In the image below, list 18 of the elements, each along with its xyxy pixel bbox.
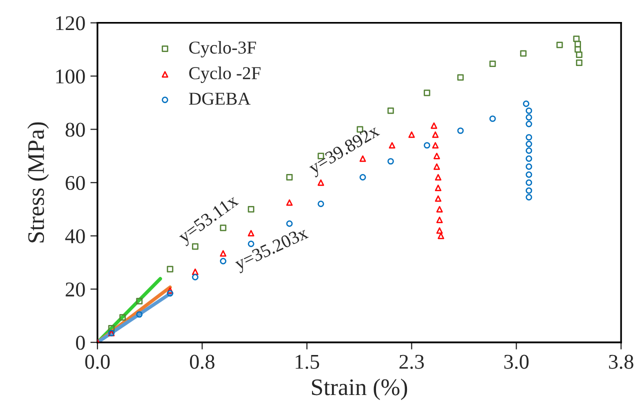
y-tick-label: 80 xyxy=(66,122,85,137)
x-tick-label: 3.0 xyxy=(504,354,529,369)
y-axis-title: Stress (MPa) xyxy=(27,122,49,242)
x-tick-label: 3.8 xyxy=(609,354,634,369)
y-tick-label: 20 xyxy=(66,282,85,297)
legend-label: DGEBA xyxy=(188,92,251,105)
x-tick-label: 0.0 xyxy=(85,354,110,369)
legend-label: Cyclo-3F xyxy=(189,40,256,58)
y-tick-label: 60 xyxy=(66,176,85,190)
legend-label: Cyclo -2F xyxy=(189,66,261,83)
x-tick-label: 1.5 xyxy=(296,354,320,369)
x-axis-title: Strain (%) xyxy=(312,378,408,400)
y-tick-label: 0 xyxy=(76,336,85,350)
x-tick-label: 2.3 xyxy=(400,354,424,369)
y-tick-label: 100 xyxy=(56,69,85,84)
x-tick-label: 0.8 xyxy=(190,354,214,369)
y-tick-label: 40 xyxy=(65,229,85,244)
y-tick-label: 120 xyxy=(56,16,85,30)
